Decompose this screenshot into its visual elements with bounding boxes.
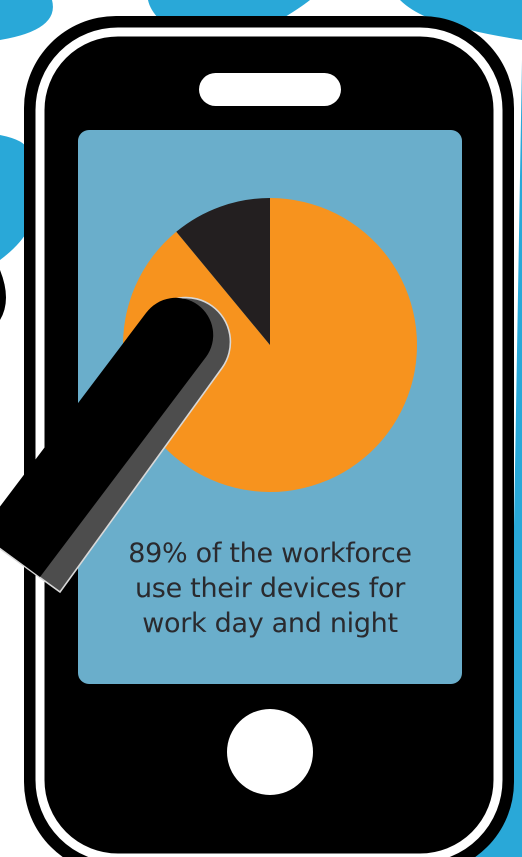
finger-body	[0, 297, 214, 577]
caption-text: 89% of the workforce use their devices f…	[78, 536, 462, 641]
phone-speaker-slot	[199, 73, 341, 106]
pie-slice-1	[122, 198, 417, 492]
pointing-finger	[0, 270, 232, 594]
phone-outline	[35, 27, 503, 857]
pie-slice-2	[176, 198, 270, 345]
caption-line-1: 89% of the workforce	[128, 538, 412, 569]
pie-chart	[122, 198, 417, 492]
blue-shape-top-left	[0, 0, 53, 40]
home-button	[227, 709, 313, 795]
caption-line-3: work day and night	[142, 608, 398, 639]
blue-shape-left	[0, 135, 28, 260]
blue-shape-top-middle	[148, 0, 310, 20]
hand-fill	[0, 270, 6, 320]
blue-shape-top-right	[400, 0, 522, 40]
caption-line-2: use their devices for	[134, 573, 406, 604]
